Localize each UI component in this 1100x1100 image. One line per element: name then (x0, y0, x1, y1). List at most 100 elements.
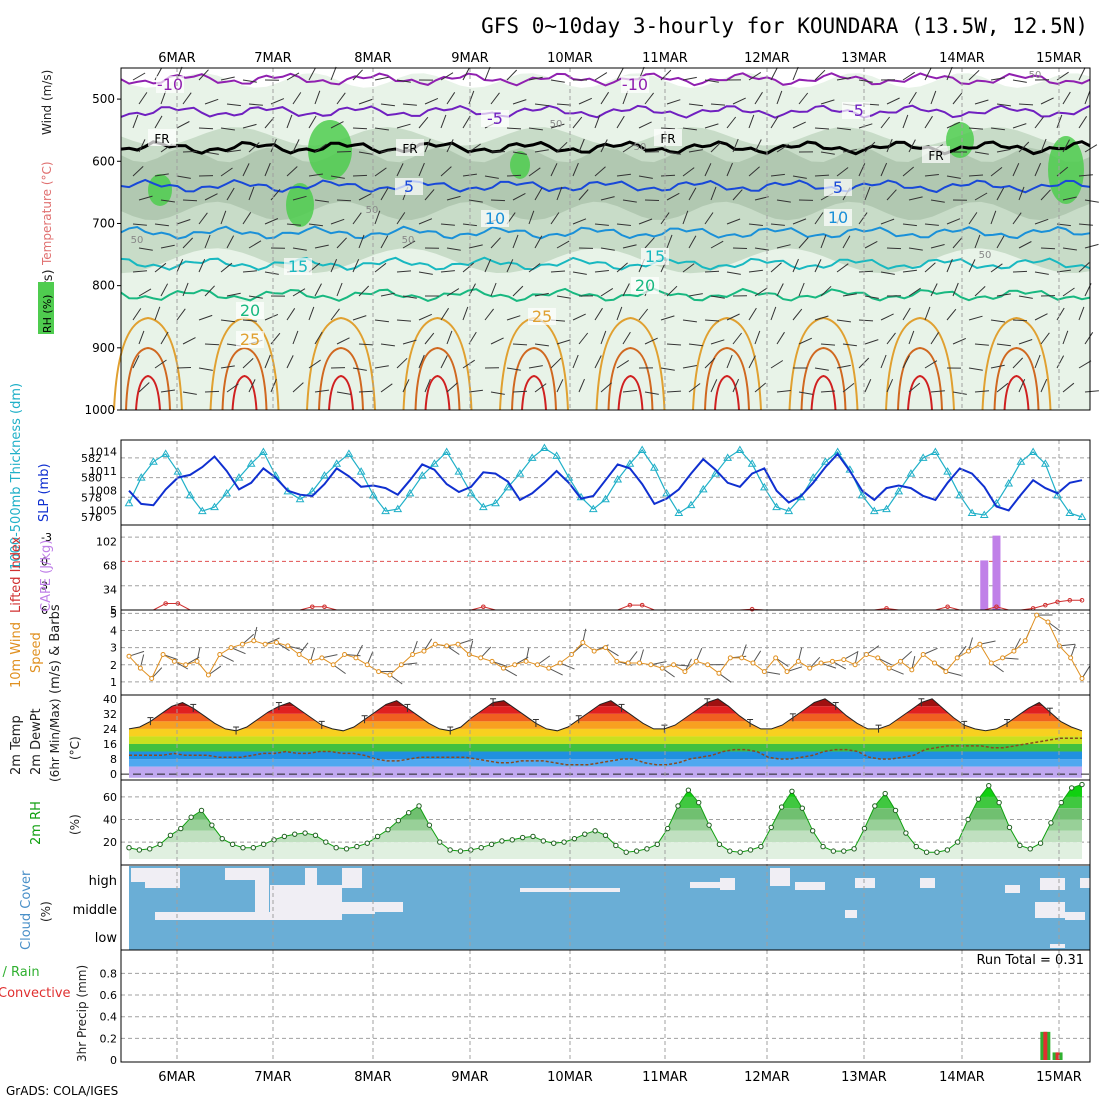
wind-barb (880, 271, 895, 275)
isotherm-30-loop (704, 346, 750, 411)
cloud-level-label: middle (73, 903, 117, 918)
temp-ylabels: 2m Temp 2m DewPt (6hr Min/Max) (°C) (9, 699, 82, 783)
rh2m-point (364, 840, 370, 846)
wind-barb (396, 163, 404, 177)
thickness-point (772, 502, 781, 511)
wind10m-barb (1059, 643, 1076, 647)
isotherm-35-loop (907, 374, 933, 411)
rh2m-point (519, 834, 526, 841)
wind-barb (600, 330, 607, 345)
wind-barb (248, 240, 262, 249)
thickness-point (552, 451, 561, 459)
wind10m-barb (605, 647, 619, 657)
wind-barb (908, 91, 917, 105)
thickness-point (344, 449, 354, 457)
wind10m-point (478, 655, 484, 661)
slp-line (128, 452, 1083, 512)
bottom-date-label: 8MAR (354, 1070, 391, 1085)
wind-barb (880, 313, 894, 321)
temp2m-line (128, 698, 1083, 732)
rh2m-ylabel: 2m RH (29, 801, 44, 845)
thickness-point (1028, 447, 1038, 455)
wind-barb (902, 114, 909, 129)
wind-barb (644, 391, 659, 395)
li-point (627, 602, 633, 608)
wind-barb (622, 143, 635, 153)
wind10m-point (1034, 612, 1040, 618)
rh2m-point (602, 832, 609, 838)
wind-barb (754, 139, 762, 153)
isotherm-35-loop (521, 374, 547, 411)
wind-barb (820, 390, 836, 393)
rh2m-point (385, 826, 391, 833)
wind-barb (770, 262, 782, 273)
wind10m-point (909, 667, 915, 673)
wind-barb (204, 234, 211, 249)
wind-barb (814, 69, 826, 81)
wind-barb (946, 121, 961, 129)
isotherm-25-loop (402, 316, 473, 411)
cloud-clear-block (375, 902, 403, 912)
wind-barb (490, 237, 501, 249)
thickness-point (1040, 459, 1050, 467)
thickness-point (478, 502, 488, 511)
wind-barb (198, 258, 206, 273)
wind-tick-label: 5 (110, 607, 117, 620)
precip-tick-label: 0.6 (100, 989, 118, 1002)
wind-barb (198, 69, 209, 81)
wind-barb (622, 90, 629, 105)
rh2m-point (820, 843, 826, 850)
temp-contour-label: 10 (828, 208, 848, 227)
wind-barb (550, 270, 566, 273)
wind-barb (880, 116, 890, 129)
wind10m-point (829, 658, 835, 664)
cloud-clear-block (155, 912, 180, 920)
wind-barb (358, 390, 374, 393)
wind-barb (1018, 295, 1033, 299)
temp-contour-label: FR (660, 132, 675, 146)
wind10m-barb (401, 662, 418, 666)
wind-barb (1012, 123, 1027, 129)
rh2m-panel: 20 40 60 (103, 779, 1091, 866)
wind-barb (770, 173, 785, 177)
thickness-point (222, 488, 232, 497)
thickness-point (808, 473, 818, 481)
wind-barb (264, 271, 279, 275)
li-point (994, 604, 999, 610)
wind-barb (644, 199, 660, 201)
wind-barb (710, 379, 718, 393)
wind-barb (974, 286, 986, 297)
precip-tick-label: 0 (110, 1054, 117, 1067)
thickness-point (967, 508, 977, 517)
wind-barb (154, 306, 161, 321)
wind10m-point (1079, 675, 1085, 681)
wind-barb (292, 195, 307, 201)
rh-tick-label: 20 (103, 836, 117, 849)
wind-barb (1062, 91, 1071, 105)
wind-barb (424, 138, 431, 153)
rh-color-band (129, 842, 1082, 859)
wind-barb (440, 270, 455, 273)
li-point (309, 604, 315, 610)
wind-barb (924, 115, 933, 129)
rh2m-point (147, 846, 153, 852)
wind-barb (990, 263, 1003, 273)
rh2m-point (136, 847, 143, 853)
rh-contour-label: 50 (550, 119, 563, 130)
rh-contour-label: 50 (366, 205, 379, 216)
thickness-point (332, 459, 342, 467)
wind10m-point (795, 658, 801, 664)
upper-ylabel: (millibars) Temperature (°C) Wind (m/s) … (38, 70, 56, 335)
thickness-point (430, 459, 439, 467)
cape-tick-label: 102 (96, 535, 117, 548)
temp-contour-label: 25 (240, 330, 260, 349)
rh2m-point (996, 799, 1002, 806)
wind-barb (726, 354, 733, 369)
wind-barb (462, 115, 471, 129)
rh2m-point (374, 833, 381, 840)
temp-color-band (129, 736, 1082, 744)
wind-barb (886, 332, 896, 345)
rh2m-point (706, 822, 712, 828)
wind-barb (132, 355, 140, 369)
thickness-point (931, 447, 940, 455)
